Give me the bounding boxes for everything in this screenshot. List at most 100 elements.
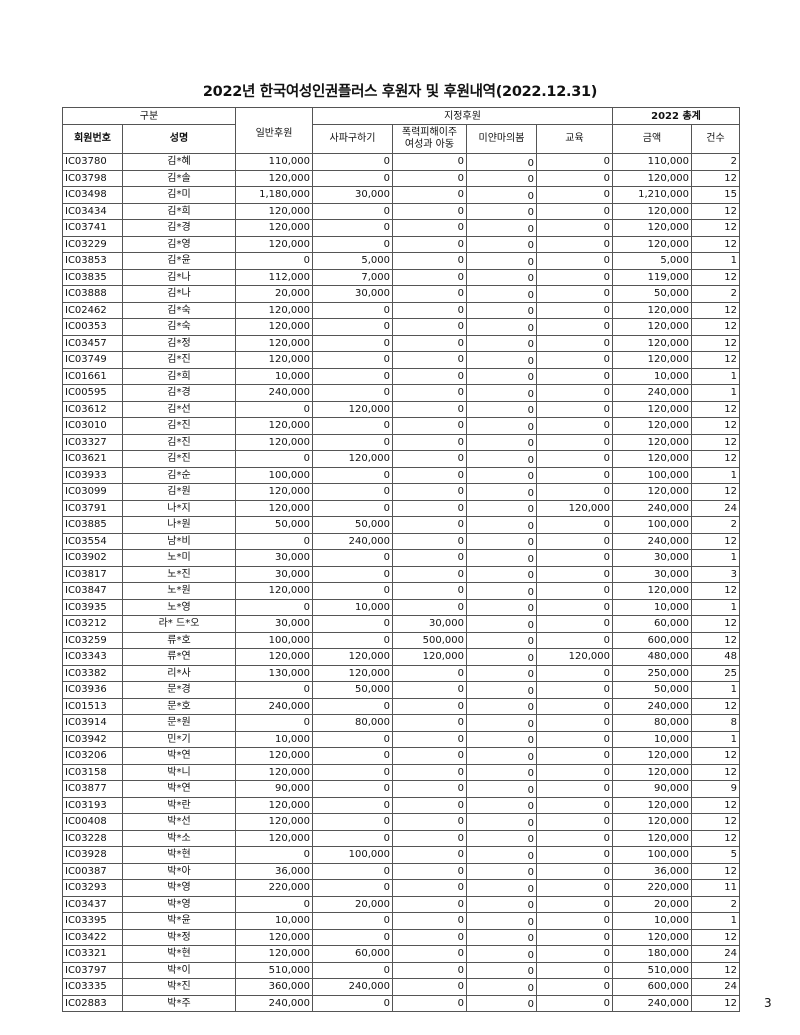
cell-general: 120,000 <box>235 829 313 847</box>
cell-myanmar: 0 <box>466 334 537 352</box>
cell-name: 김*진 <box>122 433 236 451</box>
cell-violence: 0 <box>392 879 467 897</box>
cell-member-no: IC03835 <box>62 268 123 286</box>
cell-education: 0 <box>536 483 613 501</box>
cell-count: 12 <box>691 219 740 237</box>
cell-name: 박*란 <box>122 796 236 814</box>
cell-education: 0 <box>536 301 613 319</box>
cell-amount: 60,000 <box>612 615 692 633</box>
table-row: IC01513 문*호 240,000 0 0 0 0 240,000 12 <box>62 697 740 715</box>
header-amount: 금액 <box>612 124 692 154</box>
cell-sapa: 120,000 <box>312 664 393 682</box>
cell-name: 김*나 <box>122 285 236 303</box>
cell-sapa: 0 <box>312 417 393 435</box>
header-violence-line1: 폭력피해이주 <box>401 127 458 138</box>
cell-education: 0 <box>536 697 613 715</box>
cell-myanmar: 0 <box>466 961 537 979</box>
cell-member-no: IC03554 <box>62 532 123 550</box>
cell-count: 15 <box>691 186 740 204</box>
cell-violence: 0 <box>392 813 467 831</box>
table-row: IC03780 김*혜 110,000 0 0 0 0 110,000 2 <box>62 153 740 171</box>
cell-count: 3 <box>691 565 740 583</box>
header-total-2022: 2022 총계 <box>612 107 740 125</box>
cell-count: 12 <box>691 532 740 550</box>
cell-count: 12 <box>691 582 740 600</box>
cell-education: 0 <box>536 730 613 748</box>
header-sapa: 사파구하기 <box>312 124 393 154</box>
cell-general: 130,000 <box>235 664 313 682</box>
cell-member-no: IC03212 <box>62 615 123 633</box>
cell-name: 문*호 <box>122 697 236 715</box>
cell-sapa: 0 <box>312 433 393 451</box>
cell-education: 0 <box>536 219 613 237</box>
cell-myanmar: 0 <box>466 945 537 963</box>
cell-name: 리*사 <box>122 664 236 682</box>
cell-myanmar: 0 <box>466 417 537 435</box>
cell-myanmar: 0 <box>466 714 537 732</box>
cell-member-no: IC03010 <box>62 417 123 435</box>
cell-myanmar: 0 <box>466 664 537 682</box>
cell-count: 12 <box>691 813 740 831</box>
cell-amount: 120,000 <box>612 928 692 946</box>
cell-member-no: IC03343 <box>62 648 123 666</box>
cell-member-no: IC03741 <box>62 219 123 237</box>
cell-violence: 0 <box>392 285 467 303</box>
cell-education: 0 <box>536 598 613 616</box>
cell-violence: 0 <box>392 202 467 220</box>
cell-violence: 0 <box>392 945 467 963</box>
cell-member-no: IC03434 <box>62 202 123 220</box>
cell-count: 12 <box>691 235 740 253</box>
cell-general: 220,000 <box>235 879 313 897</box>
cell-name: 박*이 <box>122 961 236 979</box>
header-member-no: 회원번호 <box>62 124 123 154</box>
cell-myanmar: 0 <box>466 268 537 286</box>
cell-amount: 240,000 <box>612 697 692 715</box>
cell-sapa: 0 <box>312 351 393 369</box>
cell-violence: 0 <box>392 681 467 699</box>
cell-name: 박*연 <box>122 780 236 798</box>
cell-general: 100,000 <box>235 631 313 649</box>
cell-name: 김*혜 <box>122 153 236 171</box>
cell-member-no: IC03847 <box>62 582 123 600</box>
cell-member-no: IC03935 <box>62 598 123 616</box>
cell-education: 0 <box>536 318 613 336</box>
cell-sapa: 0 <box>312 763 393 781</box>
cell-education: 0 <box>536 928 613 946</box>
cell-sapa: 0 <box>312 994 393 1012</box>
cell-amount: 120,000 <box>612 318 692 336</box>
cell-member-no: IC03437 <box>62 895 123 913</box>
cell-name: 남*비 <box>122 532 236 550</box>
table-row: IC03888 김*나 20,000 30,000 0 0 0 50,000 2 <box>62 285 740 303</box>
cell-member-no: IC03382 <box>62 664 123 682</box>
cell-violence: 0 <box>392 846 467 864</box>
cell-sapa: 100,000 <box>312 846 393 864</box>
cell-violence: 0 <box>392 697 467 715</box>
table-body: IC03780 김*혜 110,000 0 0 0 0 110,000 2 IC03798 김*솔 1… <box>62 153 740 1012</box>
cell-sapa: 120,000 <box>312 648 393 666</box>
header-designated: 지정후원 <box>312 107 613 125</box>
header-violence-line2: 여성과 아동 <box>404 139 455 150</box>
cell-sapa: 0 <box>312 169 393 187</box>
cell-amount: 120,000 <box>612 450 692 468</box>
cell-name: 김*희 <box>122 202 236 220</box>
cell-violence: 0 <box>392 565 467 583</box>
cell-education: 0 <box>536 466 613 484</box>
cell-general: 10,000 <box>235 730 313 748</box>
cell-count: 1 <box>691 598 740 616</box>
table-row: IC03343 류*연 120,000 120,000 120,000 0 120,000 4… <box>62 648 740 666</box>
cell-name: 류*호 <box>122 631 236 649</box>
cell-violence: 0 <box>392 351 467 369</box>
cell-myanmar: 0 <box>466 186 537 204</box>
cell-member-no: IC03885 <box>62 516 123 534</box>
cell-sapa: 80,000 <box>312 714 393 732</box>
cell-general: 30,000 <box>235 565 313 583</box>
table-row: IC03293 박*영 220,000 0 0 0 0 220,000 11 <box>62 879 740 897</box>
cell-amount: 30,000 <box>612 549 692 567</box>
table-row: IC03437 박*영 0 20,000 0 0 0 20,000 2 <box>62 895 740 913</box>
cell-amount: 600,000 <box>612 631 692 649</box>
cell-education: 0 <box>536 796 613 814</box>
cell-education: 0 <box>536 285 613 303</box>
cell-count: 25 <box>691 664 740 682</box>
cell-sapa: 0 <box>312 730 393 748</box>
cell-count: 12 <box>691 433 740 451</box>
